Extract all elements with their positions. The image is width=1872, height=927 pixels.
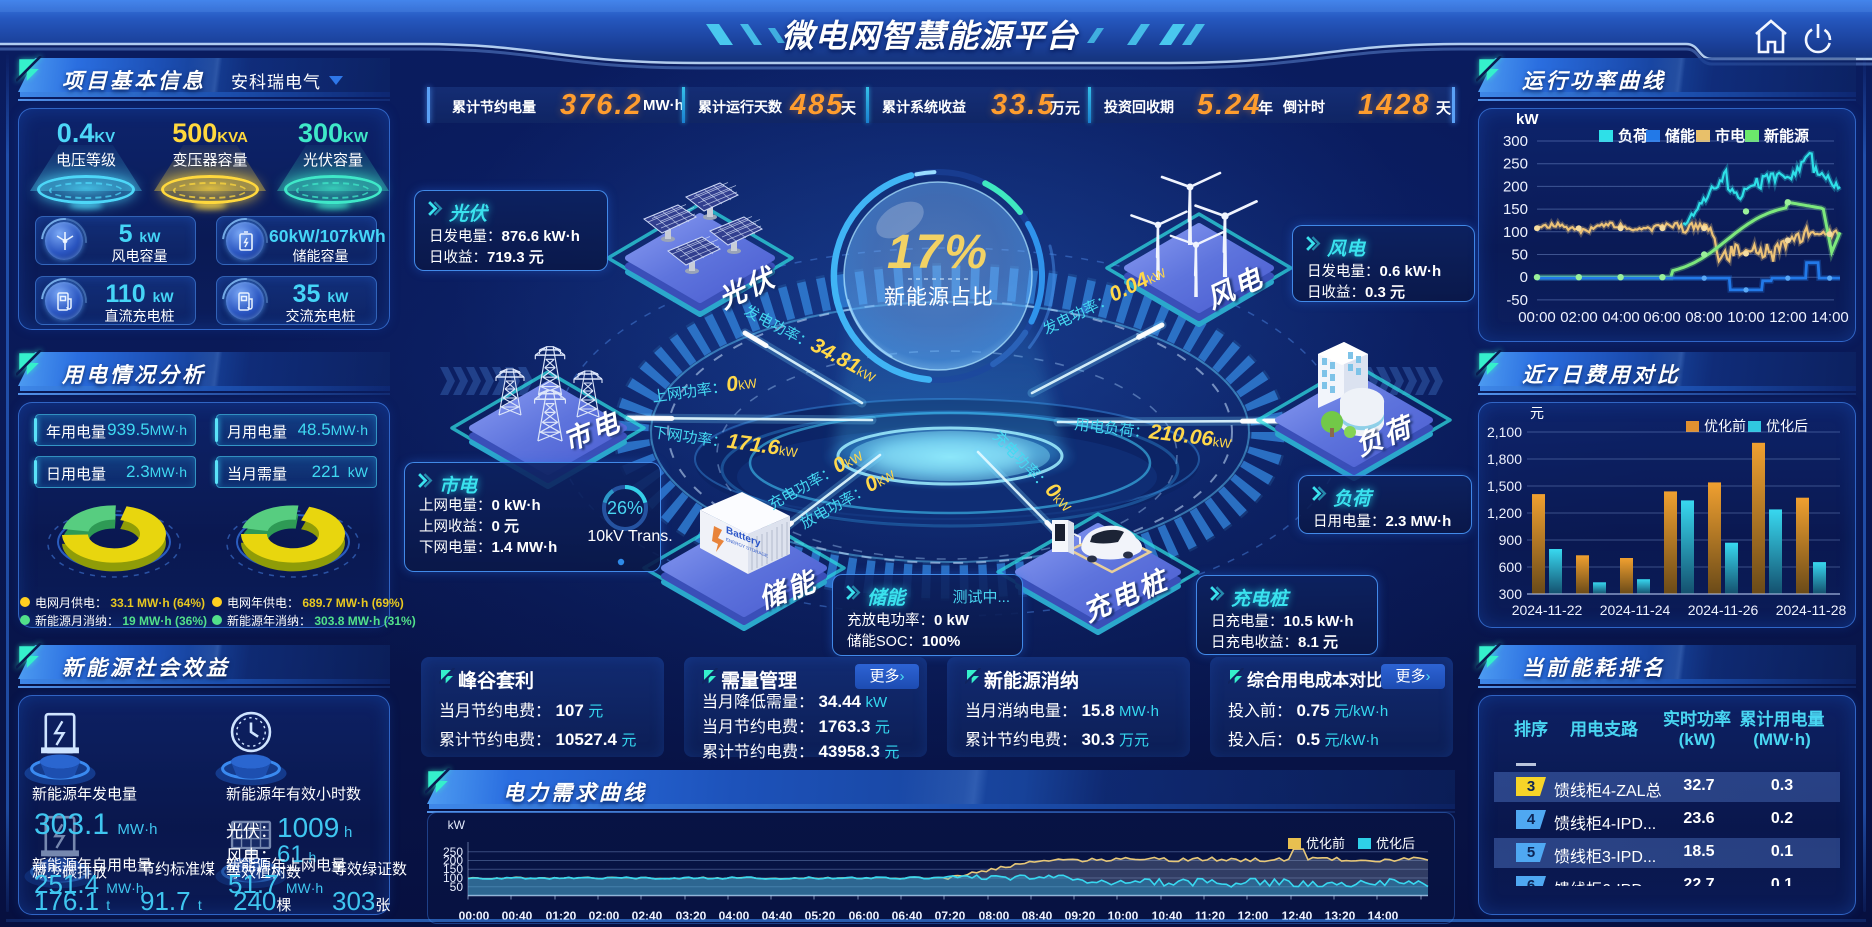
svg-text:50: 50 [450,880,464,894]
svg-text:微电网智慧能源平台: 微电网智慧能源平台 [781,18,1079,54]
svg-text:150: 150 [443,862,463,876]
svg-text:-50: -50 [1506,292,1528,309]
svg-text:00:00: 00:00 [1518,309,1556,326]
svg-text:2024-11-26: 2024-11-26 [1688,602,1759,618]
svg-text:1,800: 1,800 [1487,451,1522,467]
svg-text:1,500: 1,500 [1487,478,1522,494]
svg-text:元: 元 [1530,405,1544,421]
svg-text:17%: 17% [887,226,989,279]
svg-text:2024-11-22: 2024-11-22 [1512,602,1583,618]
svg-text:100: 100 [443,871,463,885]
svg-text:市电: 市电 [1715,127,1745,145]
svg-text:250: 250 [1503,156,1528,173]
svg-text:优化前: 优化前 [1306,836,1345,851]
svg-text:负荷: 负荷 [1618,127,1648,145]
svg-text:04:00: 04:00 [1602,309,1640,326]
svg-text:kW: kW [448,818,466,832]
svg-text:150: 150 [1503,201,1528,218]
svg-text:上网功率：0kW: 上网功率：0kW [650,369,758,407]
svg-text:2024-11-24: 2024-11-24 [1600,602,1671,618]
svg-text:600: 600 [1499,559,1523,575]
svg-text:优化后: 优化后 [1376,836,1415,851]
svg-text:2024-11-28: 2024-11-28 [1776,602,1847,618]
svg-text:2,100: 2,100 [1487,424,1522,440]
svg-text:200: 200 [1503,178,1528,195]
svg-text:0: 0 [1520,269,1528,286]
svg-text:10:00: 10:00 [1727,309,1765,326]
svg-text:14:00: 14:00 [1811,309,1849,326]
svg-text:优化后: 优化后 [1766,418,1808,434]
svg-text:26%: 26% [607,498,643,518]
svg-text:08:00: 08:00 [1685,309,1723,326]
svg-text:储能: 储能 [1665,127,1695,145]
svg-text:新能源: 新能源 [1764,127,1809,145]
svg-text:250: 250 [443,845,463,859]
svg-text:kW: kW [1516,111,1539,128]
svg-text:300: 300 [1499,586,1523,602]
svg-text:200: 200 [443,854,463,868]
svg-text:12:00: 12:00 [1769,309,1807,326]
svg-text:02:00: 02:00 [1560,309,1598,326]
svg-text:300: 300 [1503,133,1528,150]
svg-text:06:00: 06:00 [1643,309,1681,326]
svg-text:1,200: 1,200 [1487,505,1522,521]
svg-text:100: 100 [1503,224,1528,241]
svg-text:900: 900 [1499,532,1523,548]
svg-text:优化前: 优化前 [1704,418,1746,434]
svg-text:50: 50 [1511,247,1528,264]
svg-text:新能源占比: 新能源占比 [884,286,994,309]
